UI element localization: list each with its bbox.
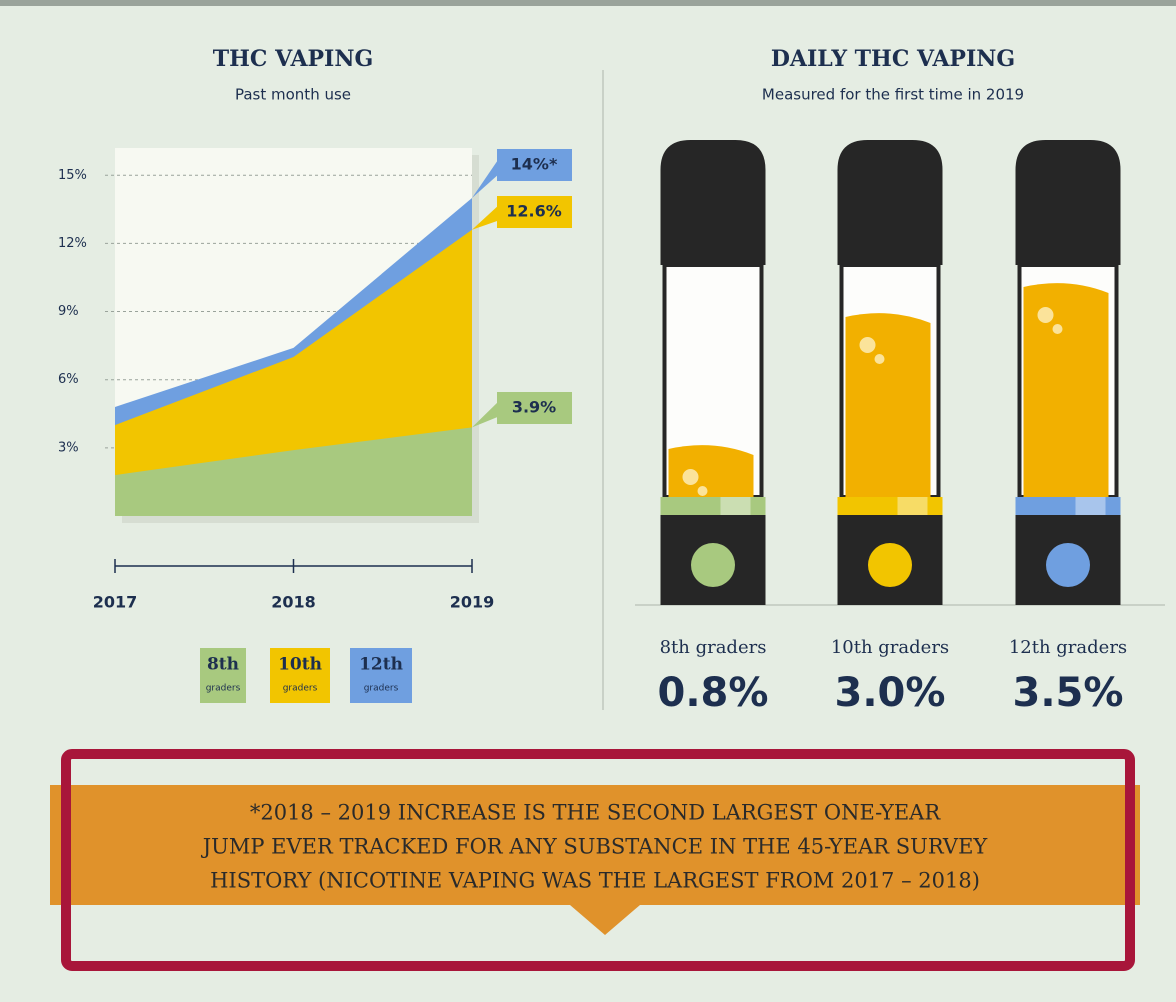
category-label: 12th graders	[1009, 637, 1127, 658]
footnote-banner	[50, 785, 1140, 935]
value-label: 12.6%	[506, 202, 562, 221]
value-label: 3.5%	[1013, 670, 1124, 716]
callout-pointer	[472, 157, 500, 198]
pod-fill	[845, 313, 931, 497]
x-tick-label: 2017	[93, 593, 138, 612]
callout-pointer	[472, 400, 500, 428]
pod-fill	[668, 445, 754, 497]
pod-cap	[1015, 140, 1121, 265]
footnote-line: *2018 – 2019 INCREASE IS THE SECOND LARG…	[250, 801, 941, 825]
bubble	[682, 469, 699, 485]
pod-cap	[660, 140, 766, 265]
callout-box	[497, 196, 572, 228]
bubble	[1037, 307, 1054, 323]
pod-band-light	[720, 497, 751, 515]
y-tick-label: 12%	[58, 236, 87, 251]
y-tick-label: 3%	[58, 440, 79, 455]
pod-band	[660, 497, 766, 515]
y-tick-label: 9%	[58, 304, 79, 319]
x-tick-label: 2018	[271, 593, 316, 612]
x-tick-label: 2019	[450, 593, 495, 612]
footnote-line: JUMP EVER TRACKED FOR ANY SUBSTANCE IN T…	[201, 835, 989, 859]
category-label: 10th graders	[831, 637, 949, 658]
bubble	[697, 486, 708, 496]
highlight-box	[61, 749, 1135, 971]
pod-band-light	[897, 497, 928, 515]
top-border	[0, 0, 1176, 6]
value-label: 3.0%	[835, 670, 946, 716]
area	[115, 427, 472, 516]
callout-box	[497, 149, 572, 181]
pod-band	[1015, 497, 1121, 515]
value-label: 0.8%	[658, 670, 769, 716]
bubble	[859, 337, 876, 353]
chart-subtitle: Past month use	[235, 86, 351, 104]
chart-title: DAILY THC VAPING	[771, 46, 1015, 72]
pod-band-light	[1075, 497, 1106, 515]
legend-swatch	[270, 648, 330, 703]
pod-light	[868, 543, 912, 587]
bubble	[874, 354, 885, 364]
pod-light	[1046, 543, 1090, 587]
chart-subtitle: Measured for the first time in 2019	[762, 86, 1024, 104]
pod-band	[837, 497, 943, 515]
legend-note: graders	[283, 684, 318, 694]
callout-box	[497, 392, 572, 424]
legend-note: graders	[206, 684, 241, 694]
legend-swatch	[350, 648, 412, 703]
legend-swatch	[200, 648, 246, 703]
legend-label: 8th	[207, 655, 239, 675]
legend-label: 10th	[278, 655, 322, 675]
value-label: 3.9%	[512, 398, 556, 417]
pod-cap	[837, 140, 943, 265]
y-tick-label: 6%	[58, 372, 79, 387]
pod-light	[691, 543, 735, 587]
y-tick-label: 15%	[58, 168, 87, 183]
chart-title: THC VAPING	[213, 46, 374, 72]
legend-label: 12th	[359, 655, 403, 675]
callout-pointer	[472, 204, 500, 230]
bubble	[1052, 324, 1063, 334]
pod-fill	[1023, 283, 1109, 497]
category-label: 8th graders	[660, 637, 767, 658]
footnote-line: HISTORY (NICOTINE VAPING WAS THE LARGEST…	[210, 869, 980, 893]
value-label: 14%*	[511, 155, 558, 174]
legend-note: graders	[364, 684, 399, 694]
